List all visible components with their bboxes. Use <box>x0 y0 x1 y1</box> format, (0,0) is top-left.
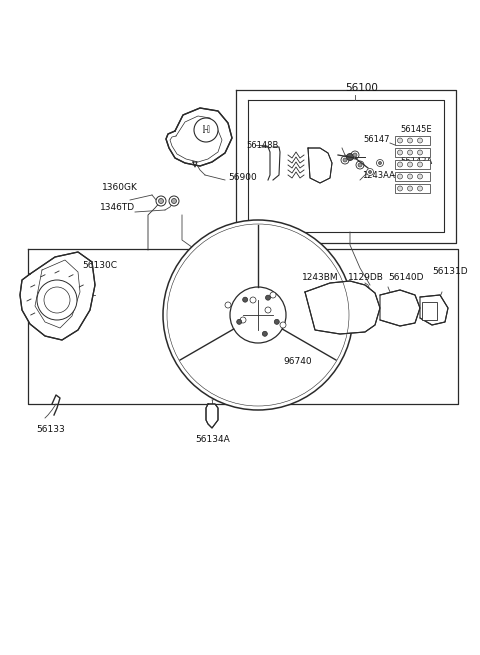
Text: 56145E: 56145E <box>400 126 432 134</box>
Polygon shape <box>305 281 380 334</box>
Circle shape <box>369 170 372 174</box>
Circle shape <box>163 220 353 410</box>
Polygon shape <box>308 148 332 183</box>
Circle shape <box>194 118 218 142</box>
Circle shape <box>367 168 373 176</box>
Circle shape <box>353 153 357 157</box>
Circle shape <box>408 162 412 167</box>
Bar <box>395 160 430 169</box>
Text: 1243AA: 1243AA <box>362 170 395 179</box>
Circle shape <box>356 161 364 169</box>
Circle shape <box>169 196 179 206</box>
Circle shape <box>376 160 384 166</box>
Text: 56134A: 56134A <box>195 436 230 445</box>
Circle shape <box>408 186 412 191</box>
Text: 56133: 56133 <box>36 426 65 434</box>
Circle shape <box>243 297 248 302</box>
Text: 56140D: 56140D <box>388 272 423 282</box>
Circle shape <box>358 163 362 167</box>
Text: 56130C: 56130C <box>82 261 117 269</box>
Text: 56147: 56147 <box>363 136 389 145</box>
Circle shape <box>418 174 422 179</box>
Circle shape <box>265 295 271 300</box>
Circle shape <box>265 307 271 313</box>
Circle shape <box>225 302 231 308</box>
Text: 56131D: 56131D <box>432 267 468 276</box>
Text: 1346TD: 1346TD <box>100 202 135 212</box>
Circle shape <box>158 198 164 204</box>
Circle shape <box>37 280 77 320</box>
Circle shape <box>343 158 347 162</box>
Text: 56143A: 56143A <box>400 157 432 166</box>
Text: 56100: 56100 <box>345 83 378 93</box>
Polygon shape <box>166 108 232 166</box>
Text: 1243BM: 1243BM <box>302 274 338 282</box>
Polygon shape <box>20 252 95 340</box>
Bar <box>395 172 430 181</box>
Circle shape <box>263 331 267 336</box>
Bar <box>422 302 437 320</box>
Circle shape <box>237 320 242 324</box>
Text: 56148B: 56148B <box>246 141 278 149</box>
Text: 96740: 96740 <box>283 358 312 367</box>
Circle shape <box>341 156 349 164</box>
Circle shape <box>397 138 403 143</box>
Circle shape <box>347 153 353 160</box>
Circle shape <box>418 162 422 167</box>
Text: 56900: 56900 <box>228 174 257 183</box>
Circle shape <box>397 150 403 155</box>
Circle shape <box>408 150 412 155</box>
Circle shape <box>156 196 166 206</box>
Circle shape <box>240 317 246 323</box>
Circle shape <box>44 287 70 313</box>
Circle shape <box>397 186 403 191</box>
Circle shape <box>418 186 422 191</box>
Circle shape <box>270 292 276 298</box>
Circle shape <box>351 151 359 159</box>
Polygon shape <box>206 404 218 428</box>
Bar <box>395 148 430 157</box>
Polygon shape <box>380 290 420 326</box>
Circle shape <box>280 322 286 328</box>
Text: 1360GK: 1360GK <box>102 183 138 193</box>
Bar <box>395 136 430 145</box>
Bar <box>395 184 430 193</box>
Circle shape <box>397 162 403 167</box>
Circle shape <box>171 198 177 204</box>
Text: 1129DB: 1129DB <box>348 274 384 282</box>
Circle shape <box>418 150 422 155</box>
Polygon shape <box>420 295 448 325</box>
Text: ℍ: ℍ <box>202 125 210 135</box>
Circle shape <box>230 287 286 343</box>
Circle shape <box>397 174 403 179</box>
Circle shape <box>408 138 412 143</box>
Circle shape <box>418 138 422 143</box>
Circle shape <box>408 174 412 179</box>
Circle shape <box>274 320 279 324</box>
Circle shape <box>379 162 382 164</box>
Circle shape <box>250 297 256 303</box>
